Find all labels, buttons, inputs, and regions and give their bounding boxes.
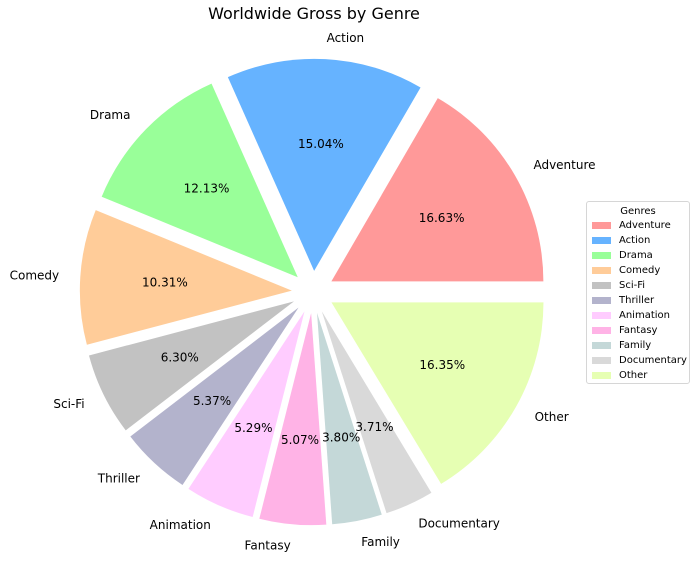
legend-label: Adventure	[619, 220, 671, 231]
pie-slice-family	[317, 312, 382, 525]
legend-label: Documentary	[619, 355, 687, 366]
pie-labels: 16.63% Adventure 15.04% Action 12.13% Drama 10…	[10, 31, 596, 552]
category-label-other: Other	[535, 410, 569, 424]
legend-swatch	[592, 282, 611, 289]
legend-item-drama: Drama	[592, 248, 689, 263]
legend-swatch	[592, 237, 611, 244]
legend-item-family: Family	[592, 338, 689, 353]
legend-swatch	[592, 222, 611, 229]
legend-item-other: Other	[592, 368, 689, 383]
chart-title: Worldwide Gross by Genre	[208, 4, 420, 23]
pct-label-other: 16.35%	[419, 358, 465, 372]
legend-label: Action	[619, 235, 651, 246]
legend-label: Fantasy	[619, 325, 658, 336]
category-label-documentary: Documentary	[418, 517, 500, 531]
legend-swatch	[592, 252, 611, 259]
pct-label-drama: 12.13%	[184, 182, 230, 196]
legend-item-adventure: Adventure	[592, 218, 689, 233]
legend-label: Comedy	[619, 265, 661, 276]
pct-label-animation: 5.29%	[234, 421, 272, 435]
legend-label: Sci-Fi	[619, 280, 646, 291]
category-label-animation: Animation	[150, 518, 211, 532]
legend-label: Thriller	[619, 295, 655, 306]
legend-item-thriller: Thriller	[592, 293, 689, 308]
legend-item-fantasy: Fantasy	[592, 323, 689, 338]
pct-label-family: 3.80%	[322, 431, 360, 445]
legend-swatch	[592, 372, 611, 379]
pie-slice-adventure	[331, 98, 544, 282]
legend: Genres Adventure Action Drama Comedy Sci-Fi T…	[586, 201, 690, 384]
pie-slice-thriller	[130, 307, 299, 485]
legend-label: Animation	[619, 310, 670, 321]
legend-swatch	[592, 267, 611, 274]
category-label-adventure: Adventure	[533, 158, 595, 172]
pie-slice-action	[227, 58, 421, 271]
category-label-thriller: Thriller	[97, 471, 140, 485]
pie-slice-other	[331, 302, 544, 484]
pct-label-documentary: 3.71%	[355, 420, 393, 434]
legend-item-sci-fi: Sci-Fi	[592, 278, 689, 293]
category-label-fantasy: Fantasy	[245, 538, 291, 552]
category-label-comedy: Comedy	[10, 268, 60, 282]
category-label-drama: Drama	[90, 108, 131, 122]
pct-label-comedy: 10.31%	[142, 275, 188, 289]
legend-label: Other	[619, 370, 648, 381]
category-label-family: Family	[361, 535, 400, 549]
pie-slice-documentary	[321, 311, 432, 514]
pct-label-sci-fi: 6.30%	[161, 350, 199, 364]
pct-label-adventure: 16.63%	[419, 211, 465, 225]
legend-items: Adventure Action Drama Comedy Sci-Fi Thriller…	[587, 218, 689, 383]
legend-label: Family	[619, 340, 652, 351]
legend-swatch	[592, 357, 611, 364]
category-label-sci-fi: Sci-Fi	[53, 397, 84, 411]
category-label-action: Action	[327, 31, 365, 45]
legend-item-action: Action	[592, 233, 689, 248]
pie-slice-sci-fi	[88, 301, 294, 431]
pct-label-thriller: 5.37%	[193, 394, 231, 408]
legend-item-animation: Animation	[592, 308, 689, 323]
pct-label-action: 15.04%	[298, 137, 344, 151]
pie-slice-comedy	[79, 210, 292, 345]
legend-label: Drama	[619, 250, 653, 261]
pct-label-fantasy: 5.07%	[281, 433, 319, 447]
pie-slice-fantasy	[259, 313, 327, 526]
legend-swatch	[592, 327, 611, 334]
legend-swatch	[592, 312, 611, 319]
pie-slice-drama	[101, 83, 298, 278]
legend-swatch	[592, 297, 611, 304]
legend-swatch	[592, 342, 611, 349]
legend-item-comedy: Comedy	[592, 263, 689, 278]
legend-title: Genres	[620, 206, 656, 217]
pie-slices	[79, 58, 544, 526]
pie-slice-animation	[188, 311, 305, 517]
legend-item-documentary: Documentary	[592, 353, 689, 368]
